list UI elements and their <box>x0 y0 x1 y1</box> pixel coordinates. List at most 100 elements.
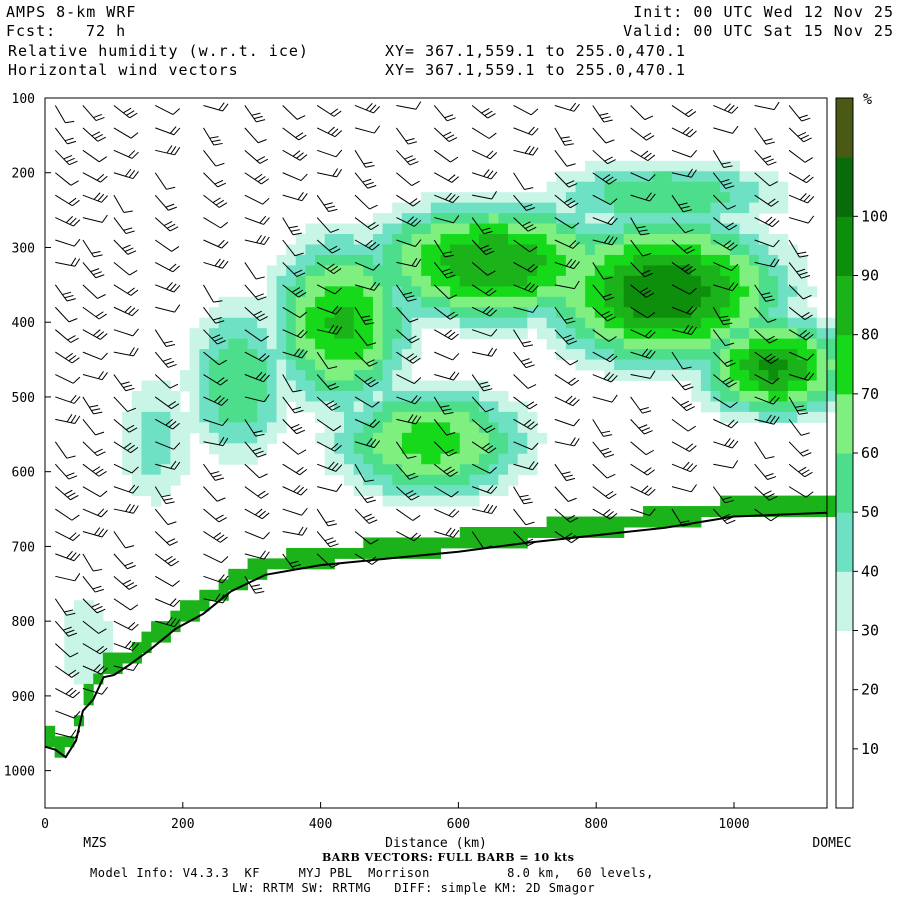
rh-cell <box>344 359 355 371</box>
rh-cell <box>353 265 364 277</box>
wind-barb <box>316 418 342 432</box>
rh-cell <box>344 401 355 413</box>
wind-barb <box>316 284 342 295</box>
barb-feather <box>371 401 380 408</box>
barb-shaft <box>471 149 491 160</box>
rh-cell <box>758 390 769 402</box>
barb-feather <box>95 468 104 475</box>
barb-shaft <box>554 396 574 407</box>
barb-shaft <box>713 463 734 469</box>
barb-shaft <box>82 419 96 436</box>
barb-shaft <box>316 194 330 212</box>
barb-feather <box>222 437 229 446</box>
rh-cell <box>372 265 384 277</box>
barb-feather <box>444 271 454 276</box>
barb-feather <box>215 514 224 520</box>
barb-feather <box>299 311 308 318</box>
rh-cell <box>189 411 200 423</box>
rh-cell <box>334 328 345 340</box>
rh-cell <box>556 307 567 319</box>
rh-cell <box>459 213 470 225</box>
barb-shaft <box>754 284 767 302</box>
barb-feather <box>802 452 812 457</box>
rh-cell <box>334 317 345 329</box>
rh-cell <box>643 202 654 214</box>
rh-cell <box>247 568 258 580</box>
rh-cell <box>729 307 740 319</box>
rh-cell <box>247 317 258 329</box>
rh-cell <box>421 317 432 329</box>
barb-feather <box>799 193 807 201</box>
rh-cell <box>363 443 374 455</box>
barb-feather <box>728 382 737 388</box>
rh-cell <box>372 286 384 298</box>
barb-shaft <box>282 329 302 339</box>
barb-feather <box>526 401 535 407</box>
rh-cell <box>334 422 345 434</box>
wind-barb <box>472 503 498 515</box>
rh-cell <box>643 160 654 172</box>
rh-cell <box>64 621 75 633</box>
rh-cell <box>507 192 519 204</box>
rh-cell <box>160 390 171 402</box>
wind-barb <box>713 125 739 134</box>
rh-cell <box>700 328 712 340</box>
wind-barb <box>82 441 106 457</box>
rh-cell <box>739 275 750 287</box>
rh-cell <box>720 328 731 340</box>
wind-barb <box>282 172 308 182</box>
wind-barb <box>203 593 229 604</box>
rh-cell <box>189 359 200 371</box>
wind-barb <box>396 395 422 405</box>
rh-cell <box>585 296 596 308</box>
barb-feather <box>362 178 372 183</box>
wind-barb <box>244 234 270 245</box>
rh-cell <box>131 453 142 465</box>
rh-cell <box>286 296 297 308</box>
rh-cell <box>286 275 297 287</box>
rh-cell <box>170 610 181 622</box>
rh-cell <box>411 537 422 549</box>
rh-cell <box>652 234 663 245</box>
barb-shaft <box>471 396 486 413</box>
rh-cell <box>594 254 605 266</box>
rh-cell <box>575 265 586 277</box>
barb-feather <box>524 282 532 290</box>
barb-feather <box>92 585 102 590</box>
barb-feather <box>98 156 107 163</box>
rh-cell <box>517 328 528 340</box>
rh-cell <box>671 254 683 266</box>
rh-cell <box>334 390 345 402</box>
barb-shaft <box>244 217 264 225</box>
barb-feather <box>772 220 780 228</box>
rh-cell <box>247 307 258 319</box>
plot-frame <box>44 97 828 809</box>
barb-feather <box>407 298 417 302</box>
barb-feather <box>373 106 381 114</box>
rh-cell <box>594 338 605 350</box>
barb-feather <box>446 431 456 436</box>
rh-cell <box>353 234 364 245</box>
wind-barb <box>554 258 580 270</box>
barb-feather <box>210 471 220 475</box>
barb-feather <box>481 442 490 449</box>
rh-cell <box>459 422 470 434</box>
rh-cell <box>643 275 654 287</box>
rh-cell <box>700 234 712 245</box>
barb-feather <box>449 314 459 320</box>
barb-shaft <box>554 150 568 167</box>
rh-cell <box>633 296 644 308</box>
wind-barb <box>754 216 780 228</box>
barb-feather <box>89 404 99 408</box>
barb-feather <box>641 269 651 275</box>
barb-feather <box>523 501 533 505</box>
barb-feather <box>442 408 452 412</box>
barb-feather <box>568 340 578 345</box>
rh-cell <box>237 317 249 329</box>
rh-cell <box>305 328 316 340</box>
rh-cell <box>450 275 461 287</box>
rh-cell <box>720 411 731 423</box>
colorbar-tick-label: 70 <box>861 385 879 403</box>
rh-cell <box>421 547 432 559</box>
rh-cell <box>286 370 297 382</box>
